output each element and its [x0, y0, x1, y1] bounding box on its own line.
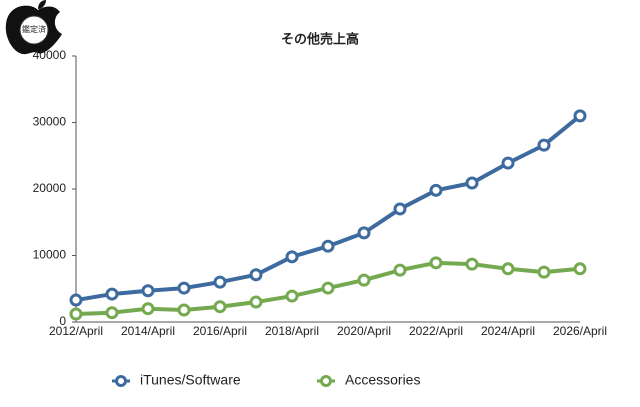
data-point	[249, 295, 263, 309]
x-tick-label: 2016/April	[193, 324, 247, 338]
data-point	[573, 109, 587, 123]
data-point	[177, 303, 191, 317]
legend-label: iTunes/Software	[140, 372, 241, 388]
legend-marker	[115, 375, 127, 387]
data-point	[357, 226, 371, 240]
data-point	[537, 265, 551, 279]
x-tick-label: 2014/April	[121, 324, 175, 338]
data-point	[465, 257, 479, 271]
data-point	[321, 239, 335, 253]
y-tick-label: 30000	[33, 115, 67, 129]
data-point	[69, 307, 83, 321]
chart-title: その他売上高	[281, 31, 359, 46]
y-tick-label: 10000	[33, 248, 67, 262]
data-point	[285, 289, 299, 303]
data-point	[393, 202, 407, 216]
x-tick-label: 2020/April	[337, 324, 391, 338]
badge: 鑑定済	[5, 0, 62, 55]
x-tick-label: 2012/April	[49, 324, 103, 338]
data-point	[321, 281, 335, 295]
x-tick-label: 2018/April	[265, 324, 319, 338]
badge-text: 鑑定済	[22, 24, 46, 34]
data-point	[141, 284, 155, 298]
y-tick-label: 0	[59, 314, 66, 328]
data-point	[177, 281, 191, 295]
legend-marker	[320, 375, 332, 387]
x-tick-label: 2026/April	[553, 324, 607, 338]
y-tick-label: 40000	[33, 48, 67, 62]
data-point	[393, 263, 407, 277]
data-point	[213, 275, 227, 289]
data-point	[105, 306, 119, 320]
y-tick-label: 20000	[33, 181, 67, 195]
data-point	[105, 287, 119, 301]
data-point	[573, 262, 587, 276]
x-tick-label: 2024/April	[481, 324, 535, 338]
data-point	[465, 176, 479, 190]
data-point	[537, 138, 551, 152]
data-point	[141, 302, 155, 316]
data-point	[501, 262, 515, 276]
data-point	[501, 156, 515, 170]
data-point	[285, 250, 299, 264]
data-point	[69, 293, 83, 307]
data-point	[213, 300, 227, 314]
x-tick-label: 2022/April	[409, 324, 463, 338]
data-point	[429, 183, 443, 197]
apple-leaf	[38, 0, 46, 9]
legend-label: Accessories	[345, 372, 420, 388]
data-point	[249, 268, 263, 282]
data-point	[357, 273, 371, 287]
badge-circle	[19, 15, 49, 45]
data-point	[429, 256, 443, 270]
